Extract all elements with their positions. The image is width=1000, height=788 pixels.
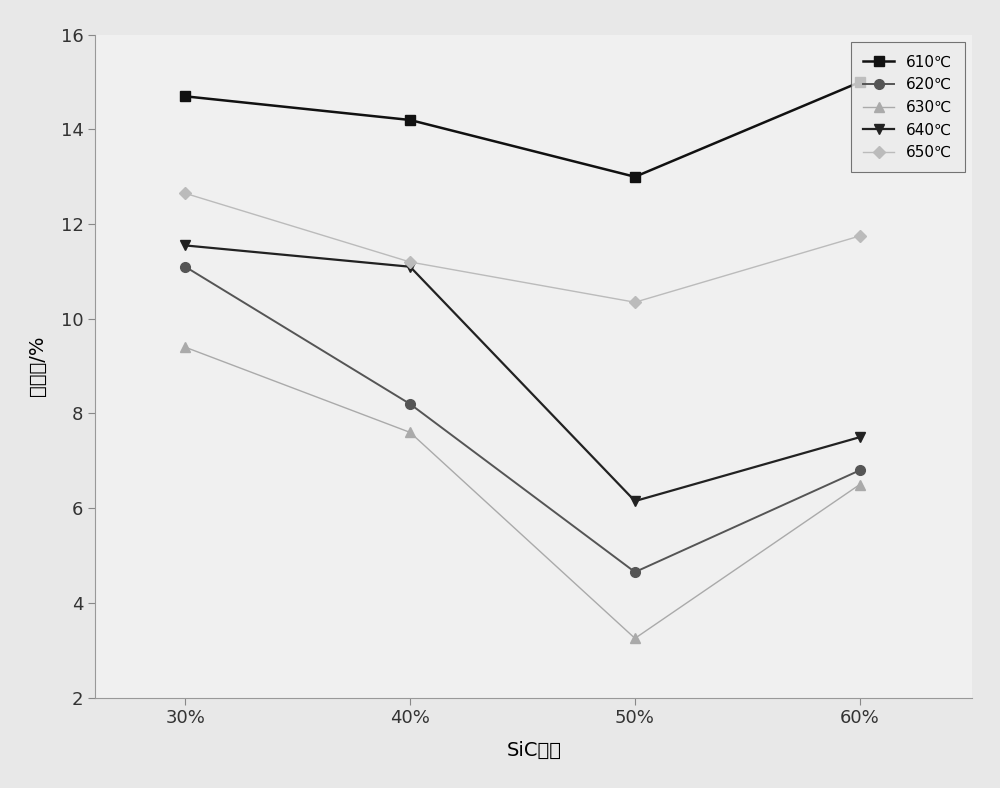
630℃ [629, 634, 641, 643]
630℃ [854, 480, 866, 489]
630℃ [179, 343, 191, 352]
650℃ [629, 298, 641, 307]
Y-axis label: 吸水率/%: 吸水率/% [28, 336, 47, 396]
650℃ [404, 257, 416, 266]
620℃ [854, 466, 866, 475]
650℃ [179, 188, 191, 198]
Legend: 610℃, 620℃, 630℃, 640℃, 650℃: 610℃, 620℃, 630℃, 640℃, 650℃ [851, 43, 965, 173]
Line: 630℃: 630℃ [180, 342, 865, 643]
640℃ [404, 262, 416, 272]
620℃ [179, 262, 191, 272]
610℃ [179, 91, 191, 101]
640℃ [629, 496, 641, 506]
Line: 620℃: 620℃ [180, 262, 865, 577]
Line: 650℃: 650℃ [181, 189, 864, 307]
X-axis label: SiC含量: SiC含量 [506, 742, 561, 760]
Line: 610℃: 610℃ [180, 77, 865, 182]
620℃ [629, 567, 641, 577]
650℃ [854, 231, 866, 240]
630℃ [404, 428, 416, 437]
610℃ [629, 172, 641, 181]
610℃ [854, 77, 866, 87]
Line: 640℃: 640℃ [180, 240, 865, 506]
640℃ [179, 240, 191, 250]
620℃ [404, 400, 416, 409]
610℃ [404, 115, 416, 125]
640℃ [854, 433, 866, 442]
